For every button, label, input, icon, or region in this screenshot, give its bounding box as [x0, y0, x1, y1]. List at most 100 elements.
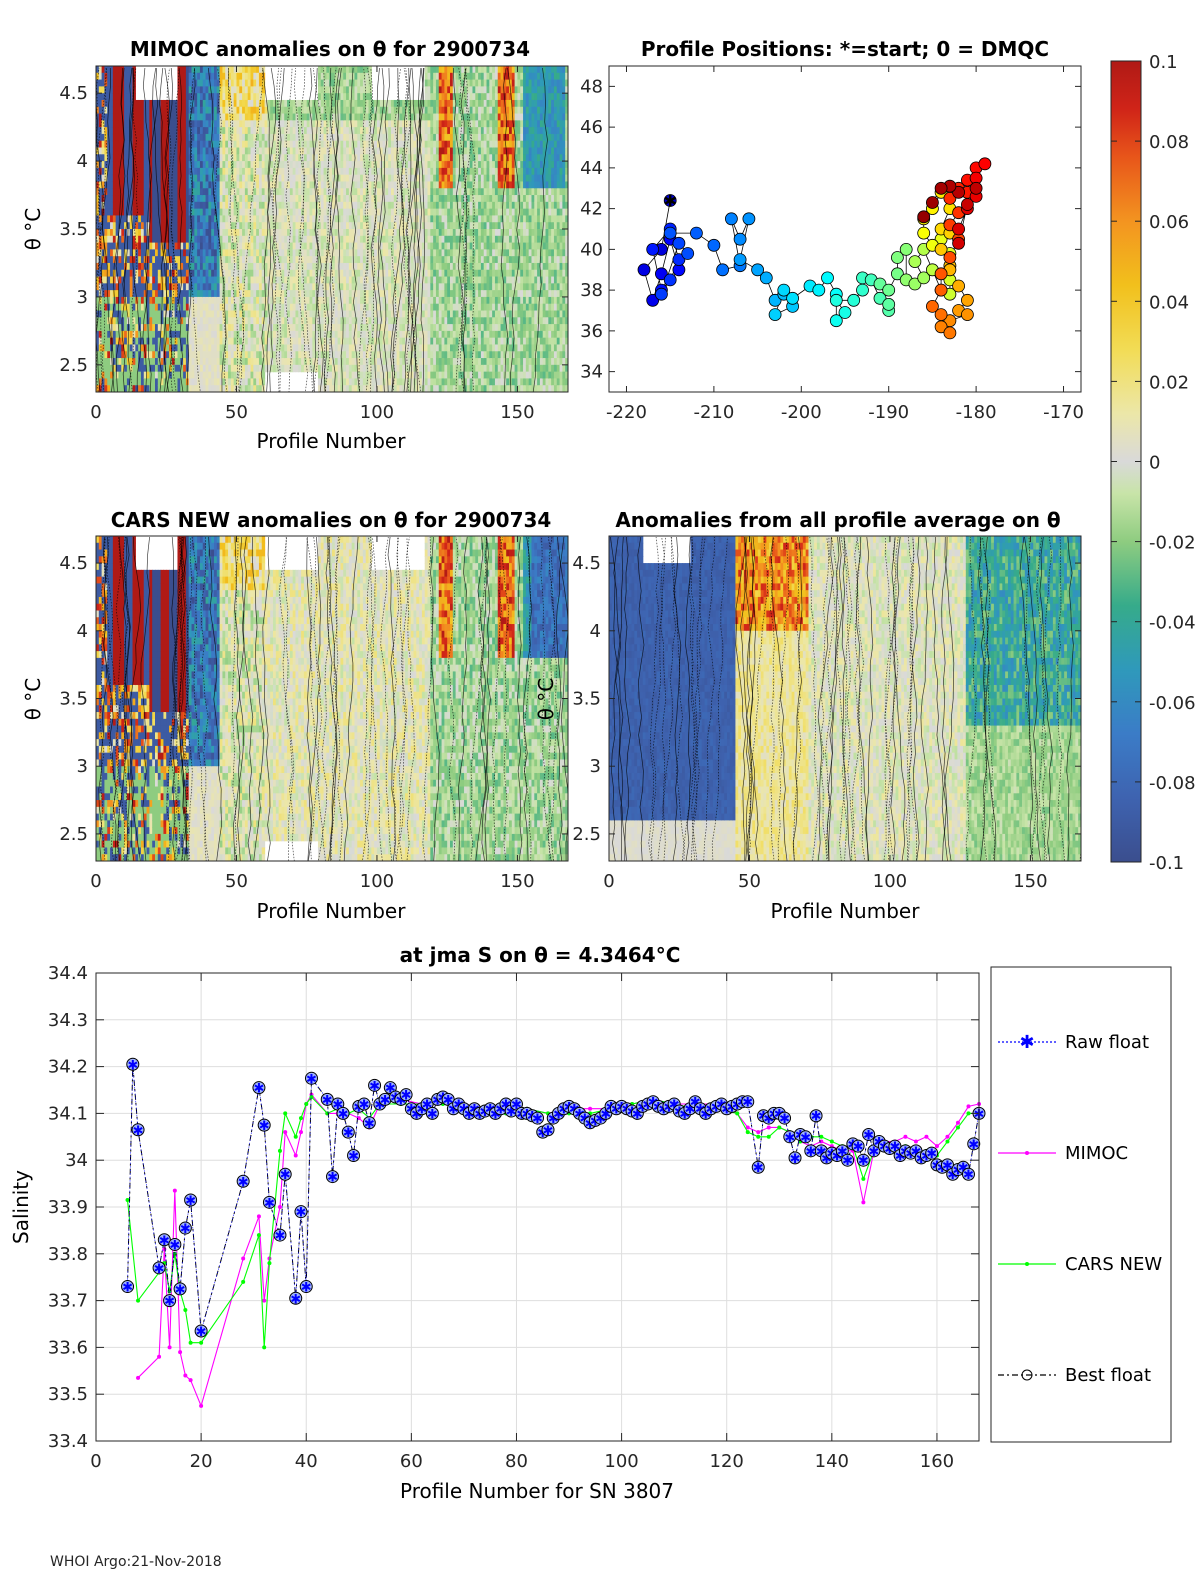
heat-cell: [185, 208, 190, 217]
heat-cell: [174, 235, 179, 244]
heat-cell: [306, 195, 311, 203]
heat-cell: [242, 378, 246, 386]
heat-cell: [222, 72, 226, 81]
heat-cell: [273, 330, 277, 339]
heat-cell: [368, 167, 372, 176]
heat-cell: [298, 140, 302, 149]
heat-cell: [396, 330, 401, 339]
heat-cell: [320, 262, 325, 271]
heat-cell: [385, 208, 389, 217]
heat-cell: [382, 310, 386, 318]
heat-cell: [399, 208, 403, 217]
heat-cell: [219, 201, 224, 210]
heat-cell: [230, 127, 235, 135]
heat-cell: [233, 66, 238, 74]
heat-cell: [233, 99, 238, 108]
heat-cell: [171, 378, 176, 386]
heat-cell: [197, 303, 201, 312]
heat-cell: [354, 351, 358, 359]
heat-cell: [320, 269, 325, 278]
heat-cell: [101, 364, 106, 373]
heat-cell: [244, 249, 249, 257]
heat-cell: [340, 358, 344, 366]
heat-cell: [289, 249, 294, 257]
heat-cell: [250, 147, 254, 155]
heat-cell: [101, 93, 106, 101]
heat-cell: [329, 161, 333, 169]
heat-cell: [334, 113, 339, 121]
heat-cell: [211, 86, 215, 94]
heat-cell: [399, 127, 403, 135]
heat-cell: [287, 269, 291, 278]
heat-cell: [292, 344, 297, 352]
heat-cell: [160, 317, 165, 325]
heat-cell: [337, 86, 342, 94]
heat-cell: [107, 296, 111, 305]
heat-cell: [253, 79, 257, 87]
heat-cell: [258, 208, 263, 217]
heat-cell: [258, 72, 263, 81]
heat-cell: [354, 256, 358, 264]
heat-cell: [261, 120, 266, 128]
heat-cell: [236, 262, 240, 271]
heat-cell: [242, 174, 246, 183]
heat-cell: [115, 310, 120, 318]
heat-cell: [107, 385, 111, 392]
heat-cell: [112, 120, 117, 128]
heat-cell: [317, 72, 322, 81]
heat-cell: [250, 385, 254, 392]
heat-cell: [219, 283, 224, 291]
heat-cell: [104, 235, 108, 244]
heat-cell: [256, 66, 260, 74]
heat-cell: [264, 113, 268, 121]
heat-cell: [228, 147, 232, 155]
heat-cell: [115, 161, 120, 169]
heat-cell: [368, 99, 372, 108]
heat-cell: [256, 269, 260, 278]
heat-cell: [399, 140, 403, 149]
heat-cell: [399, 154, 403, 162]
heat-cell: [292, 351, 297, 359]
heat-cell: [191, 93, 195, 101]
heat-cell: [171, 324, 176, 332]
heat-cell: [104, 330, 108, 339]
heat-cell: [157, 140, 162, 149]
heat-cell: [112, 222, 117, 230]
heat-cell: [332, 330, 336, 339]
heat-cell: [121, 201, 125, 210]
heat-cell: [166, 256, 170, 264]
heat-cell: [112, 269, 117, 278]
heat-cell: [256, 351, 260, 359]
heat-cell: [107, 364, 111, 373]
heat-cell: [309, 154, 313, 162]
heat-cell: [256, 303, 260, 312]
heat-cell: [211, 303, 215, 312]
heat-cell: [155, 113, 159, 121]
heat-cell: [124, 99, 128, 108]
heat-cell: [115, 303, 120, 312]
heat-cell: [379, 385, 384, 392]
heat-cell: [289, 147, 294, 155]
heat-cell: [185, 310, 190, 318]
heat-cell: [143, 364, 148, 373]
heat-cell: [343, 296, 347, 305]
heat-cell: [340, 195, 344, 203]
heat-cell: [126, 229, 131, 237]
heat-cell: [270, 99, 274, 108]
heat-cell: [171, 269, 176, 278]
heat-cell: [287, 249, 291, 257]
heat-cell: [301, 256, 305, 264]
heat-cell: [228, 385, 232, 392]
heat-cell: [138, 256, 142, 264]
heat-cell: [140, 303, 145, 312]
heat-cell: [275, 303, 280, 312]
heat-cell: [396, 276, 401, 284]
heat-cell: [332, 93, 336, 101]
heat-cell: [157, 256, 162, 264]
heat-cell: [216, 364, 221, 373]
heat-cell: [399, 113, 403, 121]
heat-cell: [225, 330, 229, 339]
heat-cell: [104, 195, 108, 203]
heat-cell: [138, 127, 142, 135]
heat-cell: [270, 351, 274, 359]
